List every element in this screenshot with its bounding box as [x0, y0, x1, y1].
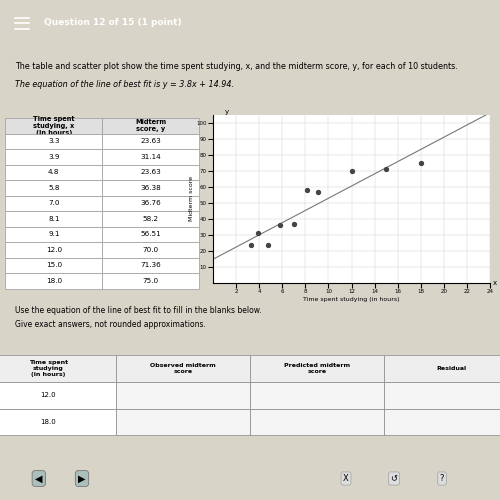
Point [276, 221, 284, 229]
Y-axis label: Midterm score: Midterm score [188, 176, 194, 222]
Text: The equation of the line of best fit is y = 3.8x + 14.94.: The equation of the line of best fit is … [15, 80, 234, 89]
Text: Give exact answers, not rounded approximations.: Give exact answers, not rounded approxim… [15, 320, 206, 330]
Text: ▶: ▶ [78, 474, 86, 484]
Text: Question 12 of 15 (1 point): Question 12 of 15 (1 point) [44, 18, 181, 26]
Text: y: y [225, 108, 229, 114]
Text: Use the equation of the line of best fit to fill in the blanks below.: Use the equation of the line of best fit… [15, 306, 262, 315]
Point [254, 229, 262, 237]
Point [302, 186, 310, 194]
Point [290, 220, 298, 228]
Point [314, 188, 322, 196]
Text: x: x [493, 280, 497, 286]
Point [417, 159, 425, 167]
Point [348, 167, 356, 175]
Text: ◀: ◀ [35, 474, 42, 484]
Point [264, 242, 272, 250]
Text: The table and scatter plot show the time spent studying, x, and the midterm scor: The table and scatter plot show the time… [15, 62, 458, 71]
Text: ?: ? [440, 474, 444, 483]
Text: ↺: ↺ [390, 474, 398, 483]
X-axis label: Time spent studying (in hours): Time spent studying (in hours) [304, 297, 400, 302]
Point [247, 242, 255, 250]
Point [382, 164, 390, 172]
Text: X: X [343, 474, 349, 483]
